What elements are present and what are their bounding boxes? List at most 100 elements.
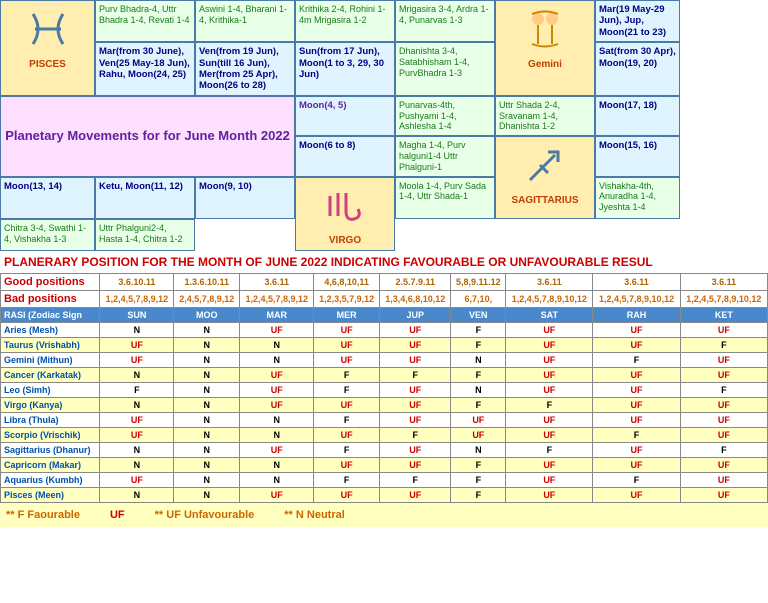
result-cell: UF bbox=[100, 428, 174, 443]
movement-cell: Sun(from 17 Jun), Moon(1 to 3, 29, 30 Ju… bbox=[295, 42, 395, 96]
result-cell: N bbox=[174, 413, 240, 428]
movement-cell: Ketu, Moon(11, 12) bbox=[95, 177, 195, 220]
result-cell: UF bbox=[240, 488, 314, 503]
legend-f: ** F Faourable bbox=[6, 509, 80, 521]
result-cell: UF bbox=[240, 323, 314, 338]
movement-cell: Moon(17, 18) bbox=[595, 96, 680, 136]
result-cell: F bbox=[451, 458, 506, 473]
result-cell: UF bbox=[680, 458, 767, 473]
rasi-name: Virgo (Kanya) bbox=[1, 398, 100, 413]
rasi-row: Aquarius (Kumbh)UFNNFFFUFFUF bbox=[1, 473, 768, 488]
rasi-row: Leo (Simh)FNUFFUFNUFUFF bbox=[1, 383, 768, 398]
planet-header-row: RASI (Zodiac Sign SUN MOO MAR MER JUP VE… bbox=[1, 308, 768, 323]
result-cell: UF bbox=[380, 398, 451, 413]
result-cell: F bbox=[451, 473, 506, 488]
result-cell: UF bbox=[593, 413, 680, 428]
result-cell: F bbox=[451, 488, 506, 503]
rasi-row: Sagittarius (Dhanur)NNUFFUFNFUFF bbox=[1, 443, 768, 458]
result-cell: UF bbox=[380, 443, 451, 458]
rasi-name: Pisces (Meen) bbox=[1, 488, 100, 503]
result-cell: N bbox=[100, 323, 174, 338]
rasi-row: Gemini (Mithun)UFNNUFUFNUFFUF bbox=[1, 353, 768, 368]
planetary-movements-grid: PISCES Purv Bhadra-4, Uttr Bhadra 1-4, R… bbox=[0, 0, 768, 251]
result-cell: F bbox=[680, 443, 767, 458]
result-cell: UF bbox=[240, 398, 314, 413]
result-cell: N bbox=[174, 323, 240, 338]
rasi-name: Leo (Simh) bbox=[1, 383, 100, 398]
result-cell: F bbox=[451, 368, 506, 383]
nakshatra-cell: Mrigasira 3-4, Ardra 1-4, Punarvas 1-3 bbox=[395, 0, 495, 42]
result-cell: N bbox=[174, 428, 240, 443]
gemini-icon bbox=[520, 4, 570, 54]
rasi-row: Libra (Thula)UFNNFUFUFUFUFUF bbox=[1, 413, 768, 428]
sign-label: PISCES bbox=[4, 59, 91, 71]
result-cell: F bbox=[380, 368, 451, 383]
legend-n: ** N Neutral bbox=[284, 509, 345, 521]
movement-cell: Mar(from 30 June), Ven(25 May-18 Jun), R… bbox=[95, 42, 195, 96]
result-cell: UF bbox=[240, 368, 314, 383]
result-cell: UF bbox=[451, 413, 506, 428]
nakshatra-cell: Aswini 1-4, Bharani 1-4, Krithika-1 bbox=[195, 0, 295, 42]
result-cell: UF bbox=[680, 353, 767, 368]
result-cell: F bbox=[100, 383, 174, 398]
bad-positions-row: Bad positions 1,2,4,5,7,8,9,12 2,4,5,7,8… bbox=[1, 291, 768, 308]
legend-uf: ** UF Unfavourable bbox=[155, 509, 255, 521]
rasi-name: Aquarius (Kumbh) bbox=[1, 473, 100, 488]
nakshatra-cell: Chitra 3-4, Swathi 1-4, Vishakha 1-3 bbox=[0, 219, 95, 251]
result-cell: F bbox=[314, 368, 380, 383]
nakshatra-cell: Krithika 2-4, Rohini 1-4m Mrigasira 1-2 bbox=[295, 0, 395, 42]
nakshatra-cell: Uttr Phalguni2-4, Hasta 1-4, Chitra 1-2 bbox=[95, 219, 195, 251]
result-cell: UF bbox=[314, 398, 380, 413]
rasi-name: Libra (Thula) bbox=[1, 413, 100, 428]
result-cell: UF bbox=[593, 488, 680, 503]
result-cell: UF bbox=[240, 443, 314, 458]
result-cell: N bbox=[240, 413, 314, 428]
nakshatra-cell: Dhanishta 3-4, Satabhisham 1-4, PurvBhad… bbox=[395, 42, 495, 96]
result-cell: UF bbox=[506, 488, 593, 503]
result-cell: UF bbox=[593, 338, 680, 353]
rasi-name: Sagittarius (Dhanur) bbox=[1, 443, 100, 458]
sign-label: Gemini bbox=[499, 59, 591, 71]
result-cell: UF bbox=[506, 368, 593, 383]
result-cell: F bbox=[506, 398, 593, 413]
result-cell: UF bbox=[100, 353, 174, 368]
result-cell: UF bbox=[506, 338, 593, 353]
rasi-name: Taurus (Vrishabh) bbox=[1, 338, 100, 353]
result-cell: UF bbox=[593, 458, 680, 473]
rasi-row: Virgo (Kanya)NNUFUFUFFFUFUF bbox=[1, 398, 768, 413]
good-positions-row: Good positions 3.6.10.11 1.3.6.10.11 3.6… bbox=[1, 274, 768, 291]
result-cell: UF bbox=[593, 323, 680, 338]
rasi-name: Gemini (Mithun) bbox=[1, 353, 100, 368]
result-cell: F bbox=[451, 398, 506, 413]
result-cell: F bbox=[380, 473, 451, 488]
result-cell: UF bbox=[100, 473, 174, 488]
result-cell: N bbox=[174, 398, 240, 413]
result-cell: N bbox=[174, 458, 240, 473]
rasi-name: Cancer (Karkatak) bbox=[1, 368, 100, 383]
rasi-name: Capricorn (Makar) bbox=[1, 458, 100, 473]
nakshatra-cell: Uttr Shada 2-4, Sravanam 1-4, Dhanishta … bbox=[495, 96, 595, 136]
result-cell: UF bbox=[380, 488, 451, 503]
result-cell: F bbox=[593, 353, 680, 368]
sign-pisces: PISCES bbox=[0, 0, 95, 96]
result-cell: UF bbox=[506, 383, 593, 398]
result-cell: UF bbox=[100, 338, 174, 353]
position-table-title: PLANERARY POSITION FOR THE MONTH OF JUNE… bbox=[0, 251, 768, 273]
result-cell: F bbox=[380, 428, 451, 443]
result-cell: UF bbox=[680, 488, 767, 503]
result-cell: UF bbox=[314, 353, 380, 368]
result-cell: UF bbox=[680, 428, 767, 443]
movement-cell: Moon(6 to 8) bbox=[295, 136, 395, 176]
row-label: Bad positions bbox=[1, 291, 100, 308]
result-cell: UF bbox=[506, 413, 593, 428]
result-cell: UF bbox=[506, 323, 593, 338]
result-cell: N bbox=[240, 428, 314, 443]
result-cell: F bbox=[506, 443, 593, 458]
position-table: Good positions 3.6.10.11 1.3.6.10.11 3.6… bbox=[0, 273, 768, 503]
result-cell: F bbox=[314, 383, 380, 398]
result-cell: UF bbox=[100, 413, 174, 428]
result-cell: UF bbox=[380, 383, 451, 398]
result-cell: N bbox=[174, 488, 240, 503]
result-cell: N bbox=[174, 353, 240, 368]
result-cell: N bbox=[174, 443, 240, 458]
